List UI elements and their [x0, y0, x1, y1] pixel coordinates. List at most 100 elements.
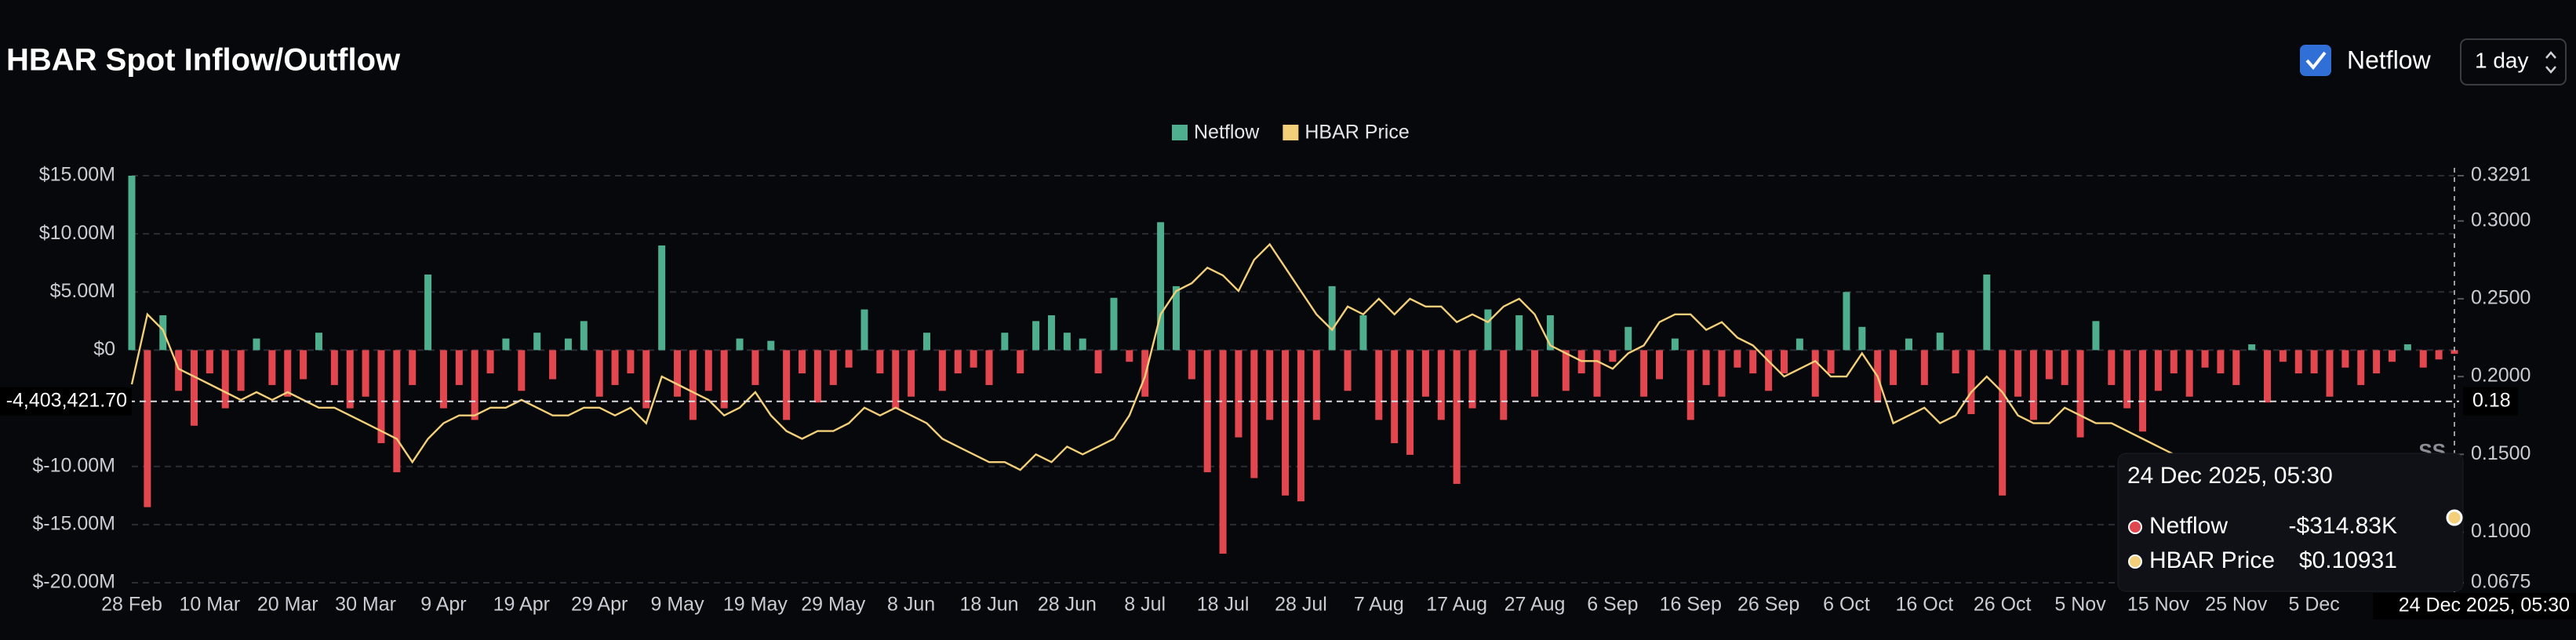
bar [1749, 350, 1757, 374]
bar [377, 350, 385, 444]
bar [813, 350, 821, 403]
tooltip-bg [2117, 453, 2464, 592]
x-tick-label: 16 Sep [1660, 594, 1722, 616]
bar [2248, 344, 2256, 351]
bar [471, 350, 478, 420]
x-tick-label: 19 Apr [493, 594, 550, 616]
bar [1609, 350, 1617, 362]
bar [1920, 350, 1928, 385]
bar [424, 275, 432, 351]
bar [1671, 338, 1679, 351]
bar [1562, 350, 1570, 391]
bar [284, 350, 292, 397]
bar [315, 333, 322, 351]
bar [985, 350, 993, 385]
last-point [2446, 509, 2463, 526]
bar [922, 333, 930, 351]
select-label[interactable]: 1 day [2475, 48, 2529, 72]
x-tick-label: 28 Feb [101, 594, 162, 616]
bar [439, 350, 447, 409]
crosshair-x-label-bg [2373, 593, 2576, 620]
bar [1983, 275, 1991, 351]
crosshair-label: -4,403,421.70 [6, 389, 127, 411]
bar [674, 350, 682, 397]
bar [2092, 321, 2100, 351]
x-tick-label: 15 Nov [2127, 594, 2190, 616]
tooltip-dot [2128, 555, 2142, 569]
bar [2045, 350, 2053, 380]
x-tick-label: 6 Oct [1823, 594, 1870, 616]
bar [409, 350, 417, 385]
bar [1952, 350, 1959, 374]
bar [1001, 333, 1009, 351]
bar [362, 350, 369, 397]
y-tick-label: $15.00M [39, 164, 115, 186]
bar [1515, 315, 1523, 351]
bar [2326, 350, 2334, 397]
bar [954, 350, 962, 374]
bar [1858, 326, 1866, 351]
bar [1047, 315, 1055, 351]
x-tick-label: 29 Apr [571, 594, 628, 616]
bar [2373, 350, 2381, 374]
bar [1811, 350, 1819, 397]
legend-swatch [1172, 125, 1188, 140]
bar [2279, 350, 2287, 362]
tooltip-value: $0.10931 [2299, 547, 2397, 573]
tooltip-dot [2128, 520, 2142, 534]
x-tick-label: 19 May [723, 594, 788, 616]
checkbox[interactable] [2300, 45, 2331, 76]
bar [175, 350, 183, 391]
bar [1203, 350, 1211, 473]
x-tick-label: 9 Apr [420, 594, 466, 616]
y-tick-label: $0 [93, 338, 115, 360]
x-tick-label: 27 Aug [1504, 594, 1566, 616]
bar [627, 350, 635, 374]
checkbox-label[interactable]: Netflow [2347, 45, 2432, 74]
bar [1312, 350, 1320, 420]
select-icon [2545, 51, 2556, 74]
legend-label: HBAR Price [1304, 122, 1409, 144]
bar [268, 350, 276, 385]
bar [253, 338, 260, 351]
bar [2341, 350, 2349, 368]
x-tick-label: 26 Oct [1974, 594, 2032, 616]
x-tick-label: 30 Mar [335, 594, 396, 616]
bar [221, 350, 229, 409]
bar [1640, 350, 1648, 397]
bar [1406, 350, 1414, 455]
bar [1328, 285, 1336, 351]
select-box[interactable] [2460, 38, 2567, 85]
bar [1157, 222, 1165, 351]
x-tick-label: 25 Nov [2205, 594, 2268, 616]
bar [1421, 350, 1429, 397]
bar [970, 350, 977, 368]
x-tick-label: 8 Jul [1124, 594, 1166, 616]
bar [1686, 350, 1694, 420]
x-tick-label: 5 Dec [2288, 594, 2339, 616]
bar [2201, 350, 2209, 368]
bar [1219, 350, 1227, 554]
netflow-toggle[interactable]: Netflow [2300, 45, 2432, 76]
x-tick-label: 7 Aug [1354, 594, 1404, 616]
bar [2170, 350, 2178, 374]
bar [2154, 350, 2162, 391]
crosshair-label-bg [0, 387, 132, 416]
chart-title: HBAR Spot Inflow/Outflow [6, 43, 401, 78]
interval-select[interactable]: 1 day [2460, 38, 2567, 85]
bar [1359, 315, 1367, 351]
bar [876, 350, 884, 374]
bar [908, 350, 915, 397]
bar [2357, 350, 2365, 385]
bar [1188, 350, 1195, 380]
bar [533, 333, 541, 351]
bar [1843, 292, 1850, 351]
check-icon [2305, 51, 2327, 71]
bar [595, 350, 603, 397]
y-tick-label: $5.00M [50, 280, 115, 302]
bar [1796, 338, 1803, 351]
legend-swatch [1283, 125, 1299, 140]
bar [658, 245, 666, 351]
bar [642, 350, 650, 409]
bar [1079, 338, 1086, 351]
